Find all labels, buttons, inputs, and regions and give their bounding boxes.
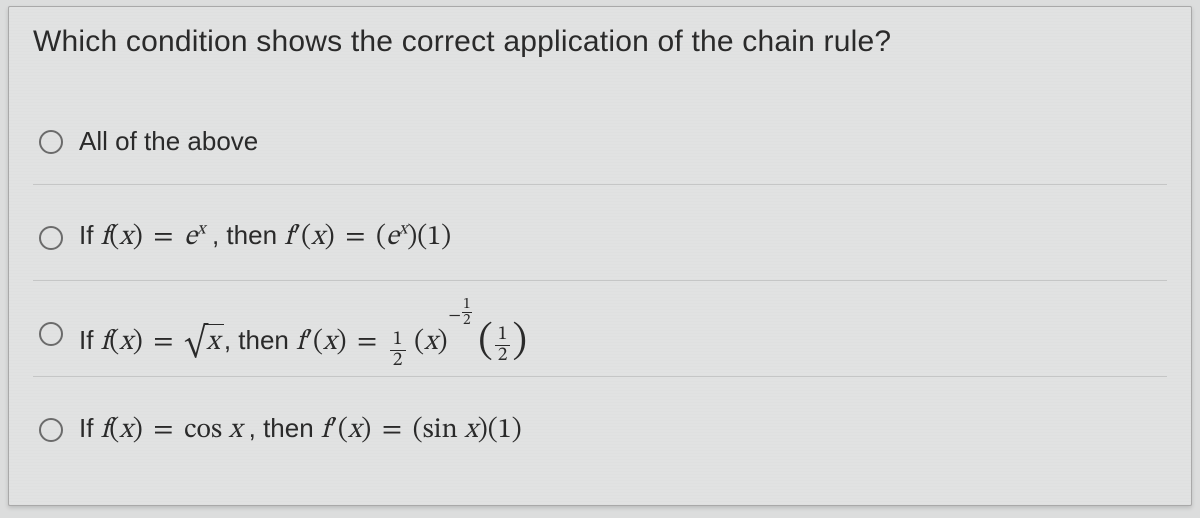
option-row-d[interactable]: If f(x) = cos x , then f′(x) = (sin x)(1… [33, 387, 1167, 473]
radio-d[interactable] [39, 418, 63, 442]
option-a-label: All of the above [79, 126, 258, 157]
option-row-b[interactable]: If f(x) = ex , then f′(x) = (ex)(1) [33, 195, 1167, 281]
question-text: Which condition shows the correct applic… [33, 25, 1167, 59]
option-c-label: If f(x) = √x, then f′(x) = 12 (x)−12 (12… [79, 297, 527, 371]
option-d-label: If f(x) = cos x , then f′(x) = (sin x)(1… [79, 413, 522, 448]
radio-b[interactable] [39, 226, 63, 250]
option-row-c[interactable]: If f(x) = √x, then f′(x) = 12 (x)−12 (12… [33, 291, 1167, 377]
option-row-a[interactable]: All of the above [33, 99, 1167, 185]
question-card: Which condition shows the correct applic… [8, 6, 1192, 506]
radio-a[interactable] [39, 130, 63, 154]
option-b-label: If f(x) = ex , then f′(x) = (ex)(1) [79, 220, 451, 255]
options-group: All of the above If f(x) = ex , then f′(… [33, 99, 1167, 473]
radio-c[interactable] [39, 322, 63, 346]
